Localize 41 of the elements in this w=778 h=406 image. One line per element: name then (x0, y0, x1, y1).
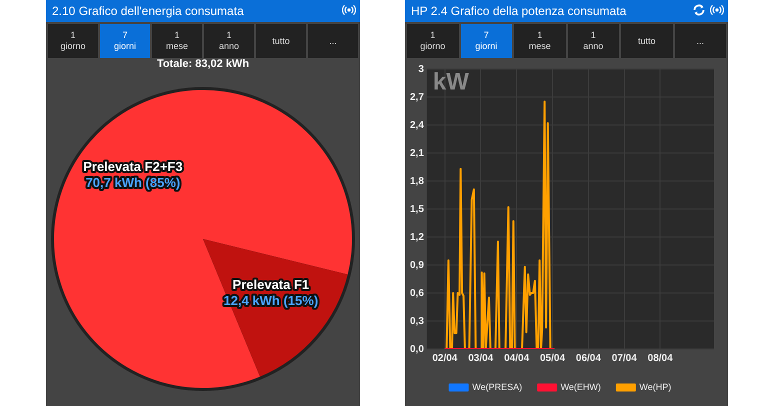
text: ... (696, 36, 704, 46)
legend-label: We(EHW) (560, 382, 601, 392)
text: 1 anno (583, 30, 604, 52)
text: 1 mese (166, 30, 188, 52)
slice-label: Prelevata F1 (232, 277, 310, 292)
text: 1 anno (218, 30, 240, 52)
x-tick-label: 08/04 (648, 352, 674, 364)
x-tick-label: 03/04 (468, 352, 494, 364)
slice-label: Prelevata F2+F3 (83, 158, 183, 174)
y-axis-title: kW (432, 68, 470, 96)
y-tick-label: 0,9 (410, 260, 424, 271)
text: 1 giorno (420, 30, 446, 52)
text: ... (329, 36, 337, 46)
text: 7 giorni (114, 30, 136, 52)
data-label: 12,4 kWh (15%) (224, 293, 318, 308)
text: 1 mese (528, 30, 551, 52)
data-label: 70,7 kWh (85%) (86, 174, 180, 190)
x-tick-label: 06/04 (576, 352, 602, 364)
y-tick-label: 1,2 (410, 232, 424, 243)
chart-title: 2.10 Grafico dell'energia consumata (46, 0, 360, 22)
y-tick-label: 3 (418, 64, 424, 75)
text: 7 giorni (475, 30, 498, 52)
legend-label: We(PRESA) (472, 382, 522, 392)
text: 1 giorno (60, 30, 86, 52)
text: Totale: 83,02 kWh (156, 58, 250, 70)
y-tick-label: 0,0 (410, 344, 424, 355)
text: tutto (638, 36, 656, 46)
y-tick-label: 1,8 (410, 176, 424, 187)
x-tick-label: 02/04 (432, 352, 458, 364)
y-tick-label: 0,3 (410, 316, 424, 327)
y-tick-label: 0,6 (410, 288, 424, 299)
chart-title: HP 2.4 Grafico della potenza consumata (405, 0, 728, 22)
x-tick-label: 04/04 (504, 352, 530, 364)
legend-label: We(HP) (639, 382, 672, 392)
y-tick-label: 2,7 (410, 92, 424, 103)
text: tutto (272, 36, 290, 46)
y-tick-label: 1,5 (410, 204, 424, 215)
x-tick-label: 05/04 (540, 352, 566, 364)
y-tick-label: 2,1 (410, 148, 424, 159)
x-tick-label: 07/04 (612, 352, 638, 364)
y-tick-label: 2,4 (410, 120, 424, 131)
